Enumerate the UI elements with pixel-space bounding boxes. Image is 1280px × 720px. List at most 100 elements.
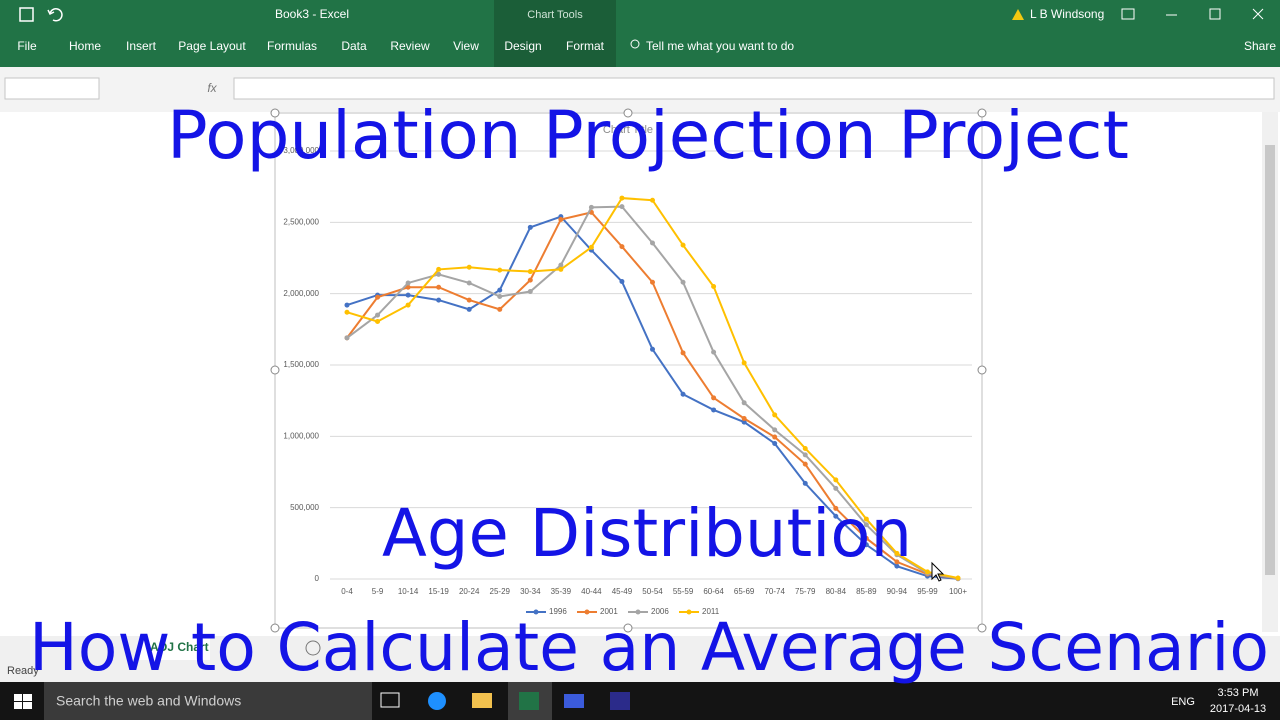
data-point: [680, 350, 686, 356]
overlay-caption: How to Calculate an Average Scenario: [29, 609, 1269, 686]
status: Ready: [7, 665, 39, 677]
resize-handle: [977, 623, 987, 633]
status-bar: [0, 660, 1280, 682]
cursor: [931, 561, 945, 582]
resize-handle: [270, 623, 280, 633]
data-point: [650, 346, 655, 352]
window-title: Book3 - Excel: [275, 7, 349, 21]
data-point: [466, 297, 472, 303]
ribbon-tab[interactable]: Page Layout: [178, 39, 246, 53]
warning-icon: [1012, 9, 1024, 20]
ribbon-options[interactable]: [1121, 8, 1135, 20]
undo-icon[interactable]: [47, 8, 63, 22]
clock-date[interactable]: 2017-04-13: [1210, 703, 1266, 715]
ribbon-tab[interactable]: Design: [504, 39, 541, 53]
data-point: [650, 240, 655, 246]
edge-icon[interactable]: [428, 692, 446, 710]
x-tick-label: 80-84: [826, 587, 847, 596]
chart: Chart Title 0 500,000 1,000,000 1,500,000 2,0…: [283, 124, 972, 616]
y-tick-label: 1,500,000: [283, 360, 319, 369]
data-point: [344, 335, 350, 341]
resize-handle: [270, 108, 280, 118]
data-point: [344, 302, 350, 308]
name-box[interactable]: [4, 77, 100, 100]
x-tick-label: 55-59: [673, 587, 694, 596]
legend-marker: [584, 609, 590, 615]
legend-marker: [533, 609, 539, 615]
legend-label: 1996: [549, 607, 567, 616]
data-point: [405, 280, 411, 286]
data-point: [497, 287, 503, 293]
ribbon-tab[interactable]: View: [453, 39, 479, 53]
tell-me[interactable]: Tell me what you want to do: [646, 39, 794, 53]
legend-marker: [635, 609, 641, 615]
data-point: [711, 349, 717, 355]
data-point: [405, 302, 411, 308]
task-view[interactable]: [380, 692, 400, 708]
data-point: [924, 569, 930, 575]
data-point: [741, 400, 747, 406]
y-tick-label: 3,000,000: [283, 146, 319, 155]
legend-label: 2011: [702, 607, 720, 616]
user-name[interactable]: L B Windsong: [1030, 7, 1104, 21]
share[interactable]: Share: [1244, 39, 1276, 53]
data-point: [405, 284, 411, 290]
scroll-thumb[interactable]: [1265, 145, 1275, 575]
data-point: [344, 309, 350, 315]
data-point: [894, 550, 900, 556]
x-tick-label: 100+: [949, 587, 967, 596]
x-tick-label: 50-54: [642, 587, 663, 596]
title-bar: [0, 0, 1280, 67]
y-tick-label: 2,500,000: [283, 217, 319, 226]
formula-bar[interactable]: [233, 77, 1275, 100]
clock-time[interactable]: 3:53 PM: [1218, 687, 1259, 699]
data-point: [955, 575, 961, 581]
chart-title: Chart Title: [603, 124, 653, 136]
data-point: [680, 242, 686, 248]
data-point: [527, 224, 533, 230]
data-point: [619, 244, 625, 250]
ribbon-tab[interactable]: Review: [390, 39, 430, 53]
chart-tools-band: [494, 0, 616, 67]
data-point: [619, 204, 625, 210]
y-tick-label: 1,000,000: [283, 431, 319, 440]
search-box[interactable]: [44, 682, 372, 720]
ribbon-tab[interactable]: File: [17, 39, 37, 53]
legend-label: 2006: [651, 607, 669, 616]
search-text[interactable]: Search the web and Windows: [56, 693, 241, 709]
explorer-icon[interactable]: [472, 693, 492, 708]
app-icon[interactable]: [610, 692, 630, 710]
data-point: [741, 419, 747, 425]
resize-handle: [977, 108, 987, 118]
save-icon[interactable]: [19, 7, 34, 22]
sheet-tab[interactable]: [140, 636, 210, 660]
data-point: [466, 306, 472, 312]
add-sheet[interactable]: [305, 640, 321, 656]
data-point: [711, 284, 717, 290]
app-icon[interactable]: [564, 694, 584, 708]
x-tick-label: 75-79: [795, 587, 816, 596]
data-point: [619, 279, 625, 285]
ribbon-tab[interactable]: Formulas: [267, 39, 317, 53]
maximize[interactable]: [1209, 8, 1221, 20]
data-point: [436, 271, 442, 277]
data-point: [527, 269, 533, 275]
data-point: [619, 195, 625, 201]
data-point: [772, 434, 778, 440]
data-point: [466, 280, 472, 286]
ribbon-tab[interactable]: Insert: [126, 39, 157, 53]
sheet-tab-label[interactable]: ADJ Chart: [150, 640, 209, 654]
legend-label: 2001: [600, 607, 618, 616]
x-tick-label: 85-89: [856, 587, 877, 596]
data-point: [863, 516, 869, 522]
start-button[interactable]: [14, 694, 32, 709]
ribbon-tab[interactable]: Format: [566, 39, 605, 53]
ribbon-tab[interactable]: Data: [341, 39, 367, 53]
ribbon-tab[interactable]: Home: [69, 39, 101, 53]
x-tick-label: 70-74: [764, 587, 785, 596]
close[interactable]: [1252, 8, 1264, 20]
x-tick-label: 65-69: [734, 587, 755, 596]
x-tick-label: 60-64: [703, 587, 724, 596]
language[interactable]: ENG: [1171, 696, 1195, 708]
excel-icon[interactable]: [519, 692, 539, 710]
